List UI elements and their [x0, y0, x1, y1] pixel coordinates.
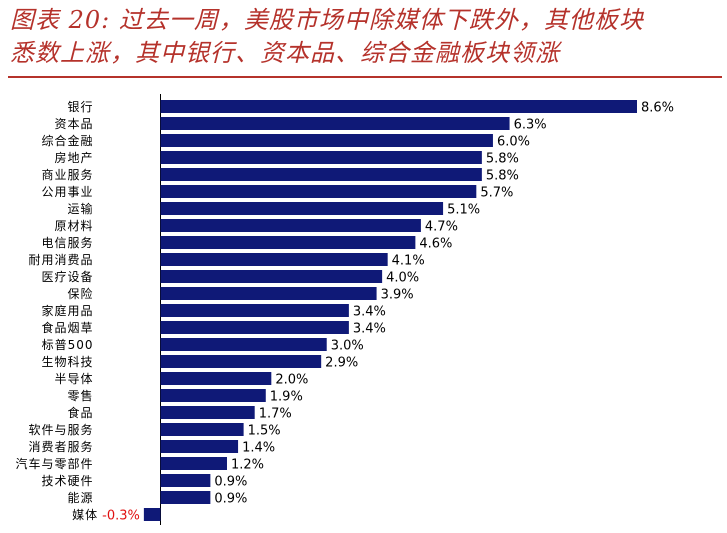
- bar-7: [160, 219, 421, 232]
- bar-9: [160, 253, 388, 266]
- value-label-12: 3.4%: [353, 305, 386, 320]
- bar-13: [160, 321, 349, 334]
- bar-5: [160, 185, 477, 198]
- value-label-19: 1.5%: [248, 424, 281, 439]
- bar-1: [160, 117, 510, 130]
- value-label-22: 0.9%: [214, 475, 247, 490]
- bar-20: [160, 440, 239, 453]
- value-label-20: 1.4%: [242, 441, 275, 456]
- bar-18: [160, 406, 255, 419]
- value-label-3: 5.8%: [486, 152, 519, 167]
- bar-22: [160, 474, 211, 487]
- value-label-7: 4.7%: [425, 220, 458, 235]
- value-label-16: 2.0%: [275, 373, 308, 388]
- category-label-17: 零售: [67, 388, 93, 403]
- bar-24: [143, 508, 161, 521]
- chart-title-line-2: 悉数上涨，其中银行、资本品、综合金融板块领涨: [10, 39, 560, 67]
- category-label-12: 家庭用品: [41, 303, 93, 318]
- bar-10: [160, 270, 383, 283]
- bar-21: [160, 457, 227, 470]
- category-label-21: 汽车与零部件: [15, 456, 93, 471]
- category-label-14: 标普500: [42, 338, 94, 352]
- bars-group: [143, 100, 637, 521]
- value-label-10: 4.0%: [386, 271, 419, 286]
- bar-0: [160, 100, 637, 113]
- category-label-18: 食品: [67, 405, 93, 420]
- category-label-24: 媒体: [72, 508, 98, 522]
- value-label-15: 2.9%: [325, 356, 358, 371]
- chart-title: 图表 20: 过去一周，美股市场中除媒体下跌外，其他板块 悉数上涨，其中银行、资…: [10, 4, 722, 70]
- value-label-8: 4.6%: [419, 237, 452, 252]
- bar-23: [160, 491, 211, 504]
- value-label-24: -0.3%: [102, 509, 140, 524]
- chart-title-line-1: 图表 20: 过去一周，美股市场中除媒体下跌外，其他板块: [10, 6, 644, 34]
- value-label-21: 1.2%: [231, 458, 264, 473]
- category-label-15: 生物科技: [41, 355, 93, 369]
- category-label-0: 银行: [67, 100, 93, 114]
- bar-15: [160, 355, 322, 368]
- value-label-0: 8.6%: [641, 101, 674, 116]
- category-label-6: 运输: [67, 201, 93, 216]
- bar-19: [160, 423, 244, 436]
- category-label-13: 食品烟草: [41, 320, 93, 335]
- bar-6: [160, 202, 444, 215]
- value-label-2: 6.0%: [497, 135, 530, 150]
- bar-2: [160, 134, 493, 147]
- bar-12: [160, 304, 349, 317]
- bar-14: [160, 338, 327, 351]
- category-label-23: 能源: [67, 491, 93, 505]
- category-label-2: 综合金融: [41, 133, 93, 148]
- value-label-23: 0.9%: [214, 492, 247, 507]
- category-label-9: 耐用消费品: [28, 253, 93, 267]
- title-divider: [8, 76, 722, 78]
- category-label-4: 商业服务: [41, 167, 93, 182]
- value-label-13: 3.4%: [353, 322, 386, 337]
- bar-17: [160, 389, 266, 402]
- value-label-5: 5.7%: [480, 186, 513, 201]
- value-label-6: 5.1%: [447, 203, 480, 218]
- bar-11: [160, 287, 377, 300]
- bar-4: [160, 168, 482, 181]
- category-labels-group: 银行资本品综合金融房地产商业服务公用事业运输原材料电信服务耐用消费品医疗设备保险…: [15, 100, 98, 522]
- category-label-3: 房地产: [54, 150, 93, 165]
- value-label-14: 3.0%: [331, 339, 364, 354]
- bar-chart: 银行资本品综合金融房地产商业服务公用事业运输原材料电信服务耐用消费品医疗设备保险…: [15, 94, 674, 525]
- value-labels-group: 8.6% 6.3% 6.0% 5.8% 5.8% 5.7%5.1% 4.7% 4.6% 4.1%…: [102, 101, 674, 524]
- category-label-5: 公用事业: [41, 185, 93, 199]
- category-label-11: 保险: [67, 286, 93, 301]
- category-label-16: 半导体: [54, 372, 93, 386]
- category-label-20: 消费者服务: [28, 439, 93, 454]
- category-label-1: 资本品: [54, 117, 93, 131]
- category-label-8: 电信服务: [41, 235, 93, 250]
- value-label-4: 5.8%: [486, 169, 519, 184]
- value-label-9: 4.1%: [392, 254, 425, 269]
- category-label-7: 原材料: [54, 219, 93, 233]
- bar-8: [160, 236, 416, 249]
- bar-3: [160, 151, 482, 164]
- category-label-19: 软件与服务: [28, 422, 93, 437]
- value-label-17: 1.9%: [270, 390, 303, 405]
- value-label-18: 1.7%: [259, 407, 292, 422]
- category-label-22: 技术硬件: [41, 474, 93, 488]
- value-label-11: 3.9%: [381, 288, 414, 303]
- value-label-1: 6.3%: [514, 118, 547, 133]
- bar-16: [160, 372, 272, 385]
- category-label-10: 医疗设备: [41, 270, 93, 284]
